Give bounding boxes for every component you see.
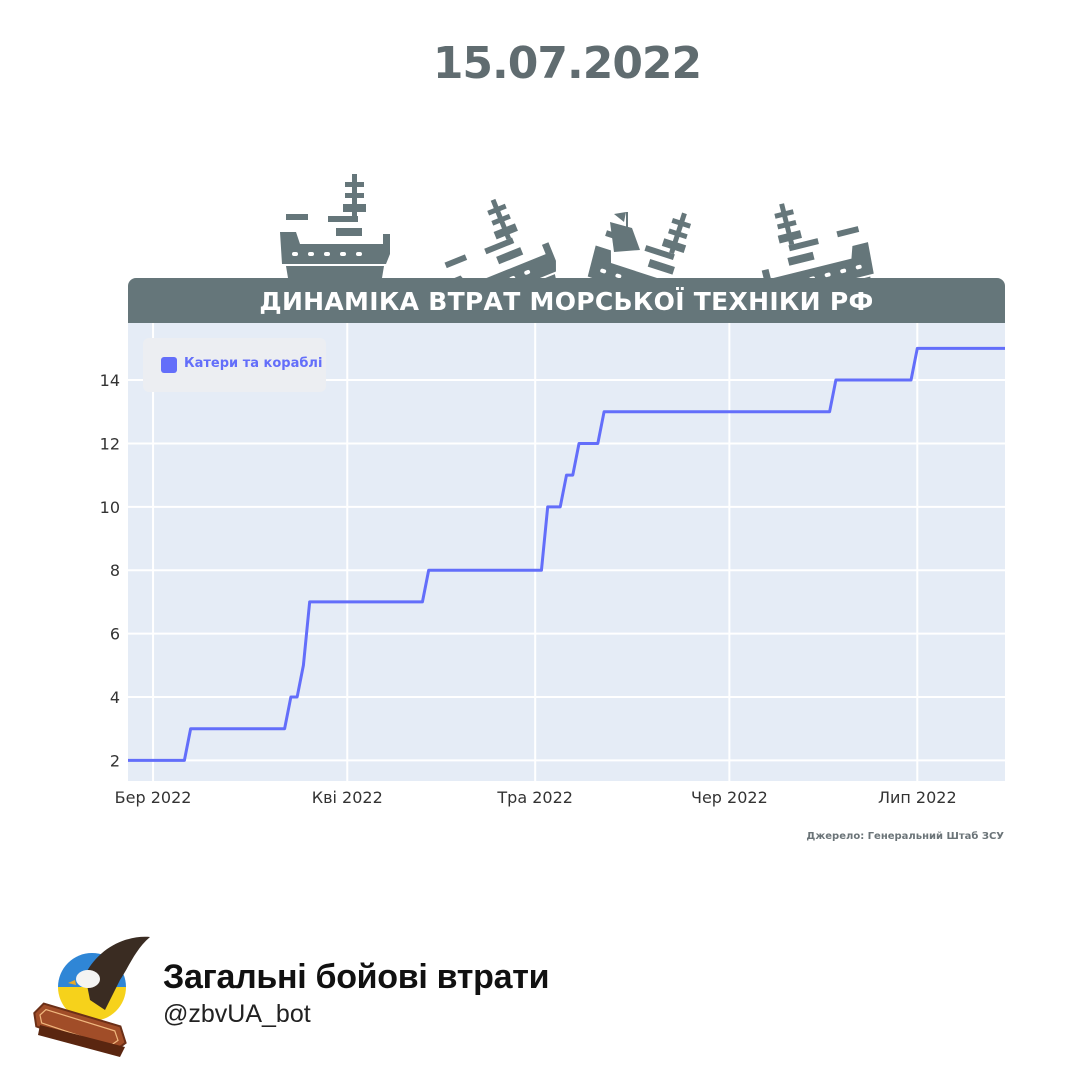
y-tick-label: 12 bbox=[100, 434, 120, 453]
date-title: 15.07.2022 bbox=[432, 38, 702, 89]
chart: 2 4 6 8 10 12 14 Бер 2022 Кві 2022 Тра 2022 Чер 20… bbox=[100, 323, 1005, 807]
y-tick-label: 8 bbox=[110, 561, 120, 580]
source-note: Джерело: Генеральний Штаб ЗСУ bbox=[806, 831, 1004, 842]
x-tick-label: Тра 2022 bbox=[496, 788, 573, 807]
y-tick-label: 4 bbox=[110, 688, 120, 707]
x-tick-label: Лип 2022 bbox=[878, 788, 957, 807]
y-tick-label: 14 bbox=[100, 371, 120, 390]
sinking-warship-with-flag-icon bbox=[581, 190, 719, 279]
x-tick-label: Чер 2022 bbox=[691, 788, 768, 807]
y-tick-label: 6 bbox=[110, 625, 120, 644]
y-tick-label: 2 bbox=[110, 751, 120, 770]
plot-area bbox=[128, 323, 1005, 781]
x-tick-label: Бер 2022 bbox=[115, 788, 192, 807]
series-line bbox=[128, 346, 1005, 762]
footer-handle[interactable]: @zbvUA_bot bbox=[163, 1000, 311, 1028]
y-tick-label: 10 bbox=[100, 498, 120, 517]
legend-label: Катери та кораблі bbox=[184, 356, 323, 371]
legend-swatch bbox=[161, 357, 177, 373]
chart-title-banner: ДИНАМІКА ВТРАТ МОРСЬКОЇ ТЕХНІКИ РФ bbox=[128, 278, 1005, 323]
legend[interactable]: Катери та кораблі bbox=[143, 338, 326, 392]
ship-icons bbox=[280, 174, 880, 279]
x-tick-label: Кві 2022 bbox=[312, 788, 383, 807]
logo bbox=[33, 936, 150, 1057]
footer-title: Загальні бойові втрати bbox=[163, 958, 550, 996]
